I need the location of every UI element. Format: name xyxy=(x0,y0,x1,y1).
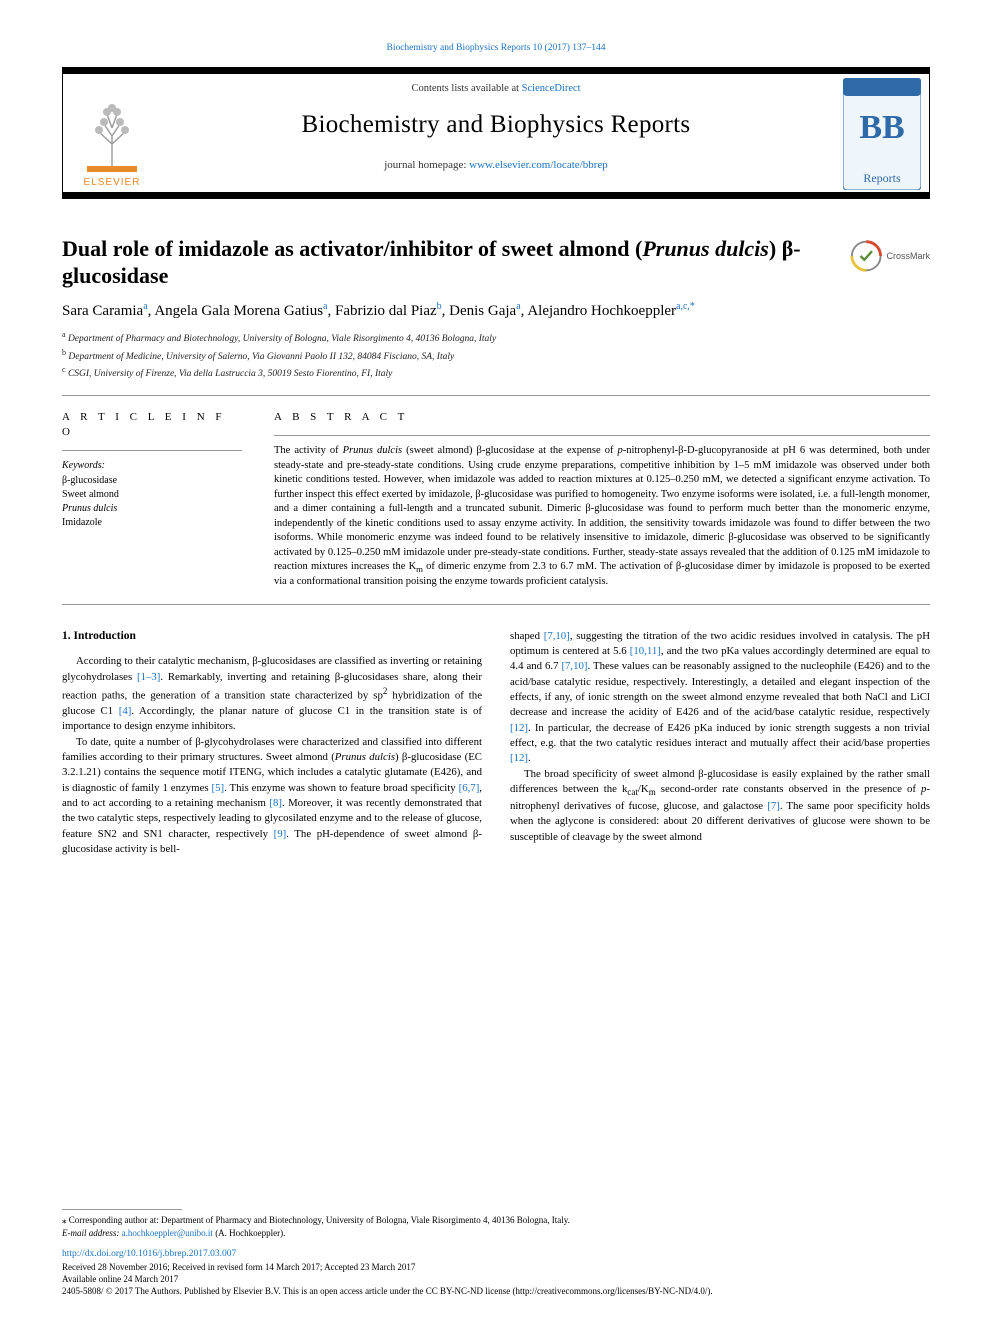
abstract-label: A B S T R A C T xyxy=(274,410,930,425)
article-info-label: A R T I C L E I N F O xyxy=(62,410,242,440)
column-left-text: According to their catalytic mechanism, … xyxy=(62,654,482,857)
available-line: Available online 24 March 2017 xyxy=(62,1273,930,1285)
keyword: β-glucosidase xyxy=(62,474,242,488)
body-paragraph: shaped [7,10], suggesting the titration … xyxy=(510,629,930,767)
keyword: Imidazole xyxy=(62,516,242,530)
keyword: Sweet almond xyxy=(62,488,242,502)
column-right-text: shaped [7,10], suggesting the titration … xyxy=(510,629,930,845)
footnote-divider xyxy=(62,1209,182,1210)
body-columns: 1. Introduction According to their catal… xyxy=(62,629,930,857)
journal-homepage-line: journal homepage: www.elsevier.com/locat… xyxy=(63,158,929,173)
authors-list: Sara Caramiaa, Angela Gala Morena Gatius… xyxy=(62,300,930,321)
body-paragraph: To date, quite a number of β-glycohydrol… xyxy=(62,735,482,858)
homepage-prefix: journal homepage: xyxy=(384,159,469,171)
email-link[interactable]: a.hochkoeppler@unibo.it xyxy=(122,1228,213,1238)
abstract-text: The activity of Prunus dulcis (sweet alm… xyxy=(274,444,930,590)
journal-citation-link[interactable]: Biochemistry and Biophysics Reports 10 (… xyxy=(386,43,605,53)
keywords-list: β-glucosidaseSweet almondPrunus dulcisIm… xyxy=(62,474,242,530)
homepage-link[interactable]: www.elsevier.com/locate/bbrep xyxy=(469,159,608,171)
bb-reports-logo: BB Reports xyxy=(843,78,921,190)
divider-1 xyxy=(62,395,930,396)
journal-citation-line: Biochemistry and Biophysics Reports 10 (… xyxy=(62,42,930,55)
journal-name: Biochemistry and Biophysics Reports xyxy=(63,108,929,142)
keyword: Prunus dulcis xyxy=(62,502,242,516)
affiliation: b Department of Medicine, University of … xyxy=(62,347,930,364)
crossmark-label: CrossMark xyxy=(886,250,930,262)
svg-text:Reports: Reports xyxy=(863,171,901,185)
affiliation: c CSGI, University of Firenze, Via della… xyxy=(62,364,930,381)
elsevier-logo: ELSEVIER xyxy=(71,78,153,190)
body-paragraph: According to their catalytic mechanism, … xyxy=(62,654,482,734)
column-left: 1. Introduction According to their catal… xyxy=(62,629,482,857)
keywords-label: Keywords: xyxy=(62,459,242,473)
title-row: Dual role of imidazole as activator/inhi… xyxy=(62,235,930,290)
header-center: Contents lists available at ScienceDirec… xyxy=(63,68,929,173)
divider-2 xyxy=(62,604,930,605)
email-label: E-mail address: xyxy=(62,1228,122,1238)
header-bar-top xyxy=(63,68,929,74)
footer-block: ⁎ Corresponding author at: Department of… xyxy=(62,1209,930,1297)
intro-heading: 1. Introduction xyxy=(62,629,482,645)
contents-prefix: Contents lists available at xyxy=(411,83,521,94)
journal-header: ELSEVIER Contents lists available at Sci… xyxy=(62,67,930,199)
email-line: E-mail address: a.hochkoeppler@unibo.it … xyxy=(62,1227,930,1239)
elsevier-tree-icon xyxy=(77,96,147,174)
column-right: shaped [7,10], suggesting the titration … xyxy=(510,629,930,857)
contents-lists-line: Contents lists available at ScienceDirec… xyxy=(63,82,929,96)
article-info-divider xyxy=(62,450,242,451)
crossmark-icon xyxy=(850,239,882,273)
affiliation: a Department of Pharmacy and Biotechnolo… xyxy=(62,329,930,346)
received-line: Received 28 November 2016; Received in r… xyxy=(62,1261,930,1273)
article-title: Dual role of imidazole as activator/inhi… xyxy=(62,235,830,290)
doi-line: http://dx.doi.org/10.1016/j.bbrep.2017.0… xyxy=(62,1247,930,1261)
email-suffix: (A. Hochkoeppler). xyxy=(213,1228,285,1238)
license-line: 2405-5808/ © 2017 The Authors. Published… xyxy=(62,1285,930,1297)
corresponding-author: ⁎ Corresponding author at: Department of… xyxy=(62,1214,930,1226)
svg-text:BB: BB xyxy=(859,109,904,146)
doi-link[interactable]: http://dx.doi.org/10.1016/j.bbrep.2017.0… xyxy=(62,1249,236,1259)
elsevier-wordmark: ELSEVIER xyxy=(84,176,141,190)
affiliations: a Department of Pharmacy and Biotechnolo… xyxy=(62,329,930,381)
sciencedirect-link[interactable]: ScienceDirect xyxy=(522,83,581,94)
body-paragraph: The broad specificity of sweet almond β-… xyxy=(510,767,930,845)
crossmark-badge[interactable]: CrossMark xyxy=(850,235,930,277)
article-info-column: A R T I C L E I N F O Keywords: β-glucos… xyxy=(62,410,242,589)
header-bar-bottom xyxy=(63,192,929,198)
abstract-column: A B S T R A C T The activity of Prunus d… xyxy=(274,410,930,589)
abstract-divider xyxy=(274,435,930,436)
article-meta-row: A R T I C L E I N F O Keywords: β-glucos… xyxy=(62,410,930,589)
